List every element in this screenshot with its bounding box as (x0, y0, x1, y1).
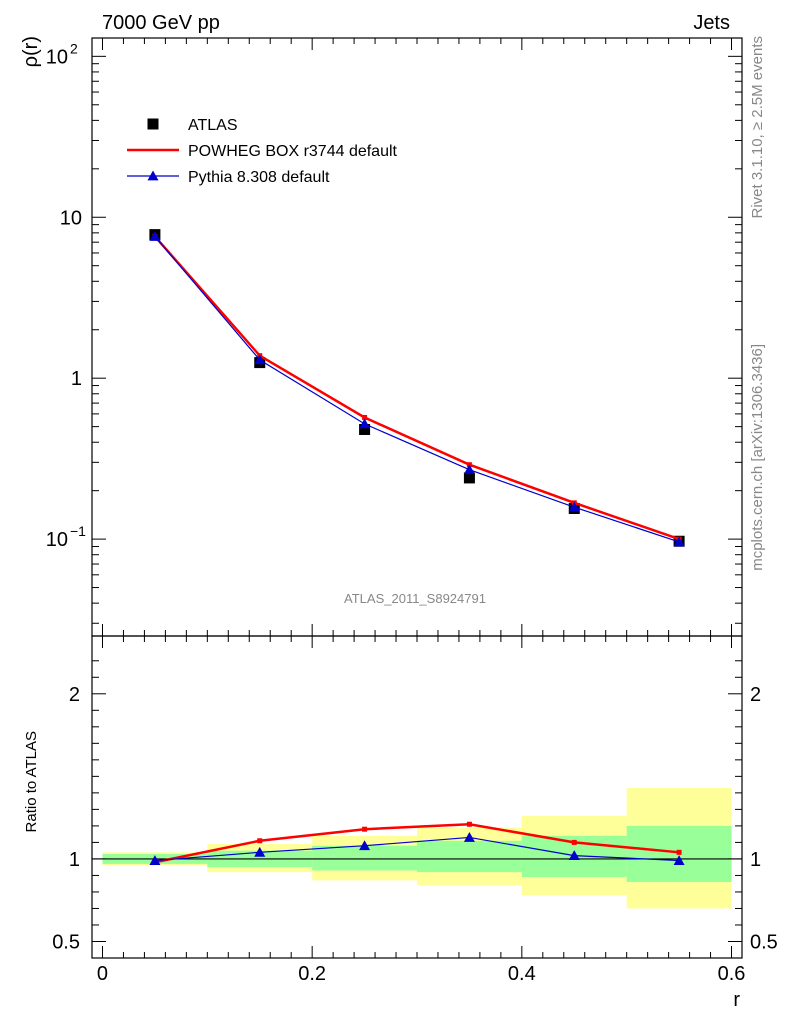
ratio-y-axis-label: Ratio to ATLAS (23, 731, 40, 832)
main-y-axis-label: ρ(r) (20, 36, 42, 67)
y-tick-exponent: −1 (70, 523, 86, 539)
pythia-ratio-point (359, 840, 371, 851)
pythia-point (568, 501, 580, 512)
legend-label: Pythia 8.308 default (188, 169, 330, 186)
pythia-ratio-point (673, 855, 685, 865)
powheg-ratio-point (571, 839, 577, 845)
header-right: Jets (693, 12, 730, 34)
legend-marker-triangle (147, 170, 159, 181)
ratio-y-tick-label-right: 0.5 (750, 931, 778, 953)
x-axis-label: r (733, 989, 740, 1011)
y-tick-label: 10 (46, 529, 68, 551)
ratio-y-tick-label: 1 (69, 849, 80, 871)
legend-label: ATLAS (188, 117, 238, 134)
x-tick-label: 0 (97, 963, 108, 985)
legend-label: POWHEG BOX r3744 default (188, 143, 398, 160)
pythia-point (463, 464, 475, 475)
powheg-ratio-point (257, 838, 263, 844)
pythia-ratio-point (149, 855, 161, 865)
x-tick-label: 0.6 (718, 963, 746, 985)
ratio-frame (91, 635, 743, 959)
powheg-ratio-line (154, 822, 680, 864)
pythia-ratio-point (568, 850, 580, 861)
pythia-point (673, 536, 685, 547)
pythia-ratio-point (254, 846, 266, 857)
legend-marker-atlas (147, 118, 159, 130)
y-tick-exponent: 2 (70, 40, 78, 56)
ratio-y-tick-label-right: 2 (750, 684, 761, 706)
atlas-data-point (463, 472, 475, 484)
pythia-ratio-line (154, 836, 680, 862)
ratio-uncertainty-bands (102, 787, 732, 909)
pythia-point (254, 354, 266, 365)
powheg-ratio-point (466, 821, 472, 827)
powheg-point (362, 414, 368, 420)
rivet-label: Rivet 3.1.10, ≥ 2.5M events (749, 36, 766, 219)
ratio-y-tick-label-right: 1 (750, 849, 761, 871)
powheg-ratio-point (676, 849, 682, 855)
inner-band-bin (417, 840, 522, 873)
y-tick-label: 1 (71, 368, 82, 390)
pythia-line (154, 236, 680, 543)
x-tick-label: 0.4 (508, 963, 536, 985)
legend: ATLAS POWHEG BOX r3744 default Pythia 8.30… (127, 117, 398, 186)
header-left: 7000 GeV pp (102, 12, 220, 34)
pythia-point (359, 418, 371, 429)
ratio-y-tick-label: 2 (69, 684, 80, 706)
y-tick-label: 10 (46, 46, 68, 68)
powheg-line (153, 235, 680, 541)
mcplots-label: mcplots.cern.ch [arXiv:1306.3436] (749, 344, 766, 571)
y-tick-label: 10 (60, 207, 82, 229)
analysis-watermark: ATLAS_2011_S8924791 (344, 591, 486, 606)
atlas-data-point (359, 423, 371, 435)
ratio-y-tick-label: 0.5 (52, 931, 80, 953)
pythia-ratio-point (463, 831, 475, 842)
ratio-panel: 0 0.2 0.4 0.60.5 0.51 12 2 (52, 38, 778, 985)
x-tick-label: 0.2 (298, 963, 326, 985)
pythia-point (149, 230, 161, 241)
powheg-ratio-point (362, 826, 368, 832)
